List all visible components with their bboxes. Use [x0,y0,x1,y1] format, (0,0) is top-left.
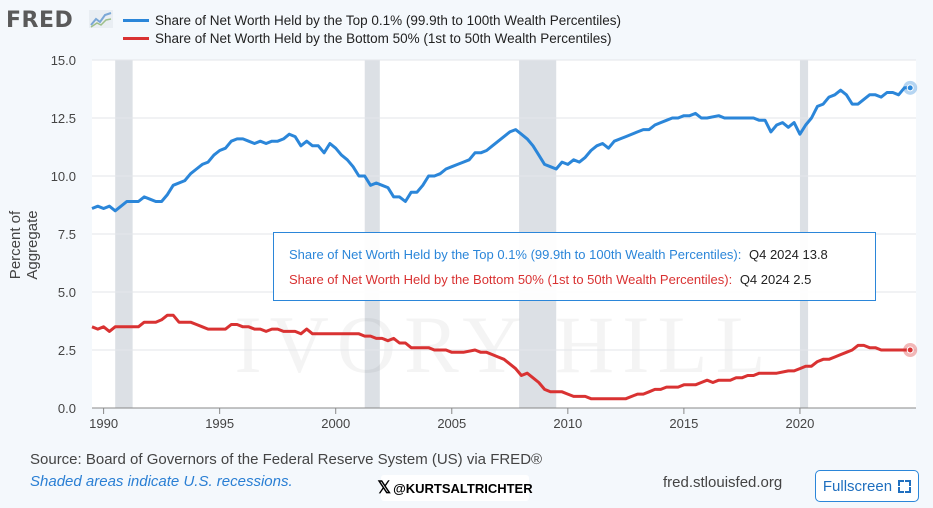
hover-point[interactable] [906,346,914,354]
y-tick-label: 0.0 [58,401,76,416]
x-axis-ticks: 1990 1995 2000 2005 2010 2015 2020 [89,407,916,431]
x-logo-icon: 𝕏 [377,478,392,497]
y-tick-label: 10.0 [51,169,76,184]
y-tick-label: 15.0 [51,53,76,68]
y-axis-ticks: 0.0 2.5 5.0 7.5 10.0 12.5 15.0 [51,53,76,416]
x-tick-label: 2000 [321,416,350,431]
legend-item-top-0-1[interactable]: Share of Net Worth Held by the Top 0.1% … [123,11,621,29]
y-tick-label: 2.5 [58,343,76,358]
credit-handle: @KURTSALTRICHTER [393,480,533,496]
legend-label: Share of Net Worth Held by the Top 0.1% … [155,12,622,28]
line-chart[interactable]: IVORY HILL 0.0 2.5 5.0 7.5 10.0 12.5 15.0 1990… [0,0,933,450]
legend-item-bottom-50[interactable]: Share of Net Worth Held by the Bottom 50… [123,29,611,47]
x-tick-label: 1990 [89,416,118,431]
tooltip-label: Share of Net Worth Held by the Top 0.1% … [289,247,742,262]
y-tick-label: 12.5 [51,111,76,126]
legend-swatch [123,18,149,22]
legend-label: Share of Net Worth Held by the Bottom 50… [155,30,612,46]
x-tick-label: 1995 [205,416,234,431]
tooltip-label: Share of Net Worth Held by the Bottom 50… [289,272,733,287]
fullscreen-label: Fullscreen [822,477,893,495]
chart-line-icon [89,10,113,28]
series-line[interactable] [91,86,911,213]
tooltip-value: Q4 2024 13.8 [749,247,828,262]
fred-logo[interactable]: FRED [6,8,74,33]
series-lines [91,80,918,401]
x-tick-label: 2010 [553,416,582,431]
source-note: Source: Board of Governors of the Federa… [30,451,543,468]
x-tick-label: 2015 [669,416,698,431]
fullscreen-button[interactable]: Fullscreen [815,470,919,502]
x-tick-label: 2005 [437,416,466,431]
x-tick-label: 2020 [785,416,814,431]
series-line[interactable] [91,313,911,401]
hover-point[interactable] [906,84,914,92]
legend-swatch [123,36,149,40]
expand-icon [898,479,912,493]
watermark: IVORY HILL [234,299,773,390]
data-tooltip: Share of Net Worth Held by the Top 0.1% … [273,232,876,301]
y-tick-label: 7.5 [58,227,76,242]
tooltip-value: Q4 2024 2.5 [739,272,812,287]
tooltip-line-bottom-50: Share of Net Worth Held by the Bottom 50… [289,272,811,287]
credit-badge: 𝕏 @KURTSALTRICHTER [377,475,533,501]
y-tick-label: 5.0 [58,285,76,300]
tooltip-line-top-0-1: Share of Net Worth Held by the Top 0.1% … [289,247,828,262]
recession-note-link[interactable]: Shaded areas indicate U.S. recessions. [30,473,293,490]
site-link[interactable]: fred.stlouisfed.org [663,474,783,491]
